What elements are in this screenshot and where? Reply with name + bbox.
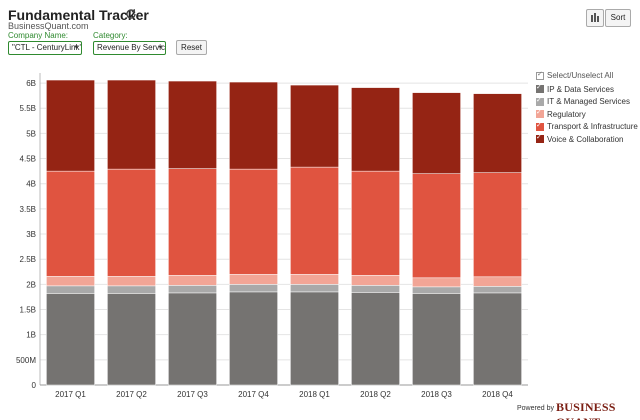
bar-segment	[107, 293, 156, 386]
y-tick-label: 5B	[26, 129, 36, 138]
checkbox-icon: ✓	[536, 84, 544, 94]
bar-segment	[168, 168, 217, 276]
bar-segment	[168, 292, 217, 386]
checkbox-icon: ✓	[536, 134, 544, 144]
x-tick-label: 2018 Q3	[421, 390, 452, 399]
bar-segment	[351, 275, 400, 286]
powered-by-text: Powered by	[517, 405, 554, 412]
y-tick-label: 4.5B	[20, 155, 36, 164]
bar-segment	[412, 277, 461, 288]
bar-segment	[168, 275, 217, 286]
bar-segment	[290, 84, 339, 168]
bar-segment	[290, 291, 339, 386]
bar-segment	[46, 276, 95, 287]
chevron-down-icon: ▾	[158, 44, 162, 51]
legend-item[interactable]: ✓ IT & Managed Services	[536, 96, 636, 109]
x-tick-label: 2017 Q1	[55, 390, 86, 399]
company-select-value: "CTL - CenturyLink"	[12, 43, 82, 52]
checkbox-icon: ✓	[536, 70, 544, 80]
select-all-label: Select/Unselect All	[547, 71, 614, 80]
bar-segment	[412, 286, 461, 294]
x-tick-label: 2018 Q4	[482, 390, 513, 399]
checkbox-icon: ✓	[536, 97, 544, 106]
bar-segment	[229, 168, 278, 275]
refresh-icon[interactable]	[124, 7, 138, 21]
bar-segment	[290, 274, 339, 285]
y-tick-label: 500M	[16, 356, 36, 365]
checkbox-icon: ✓	[536, 109, 544, 119]
x-tick-label: 2017 Q2	[116, 390, 147, 399]
y-tick-label: 4B	[26, 180, 36, 189]
chevron-down-icon: ▾	[74, 44, 78, 51]
bar-segment	[351, 292, 400, 386]
bar-segment	[473, 292, 522, 386]
bar-segment	[473, 172, 522, 278]
stacked-bar-chart: 0 500M 1B 1.5B 2B 2.5B 3B 3.5B 4B 4.5B 5B 5.5B 6B 201…	[16, 73, 528, 399]
page-title: Fundamental Tracker	[8, 7, 149, 23]
bar-segment	[168, 80, 217, 169]
bar-segment	[412, 173, 461, 279]
category-select-value: Revenue By Service	[97, 43, 166, 52]
legend-label: IP & Data Services	[547, 84, 614, 94]
bar-segment	[229, 274, 278, 285]
bar-segment	[473, 93, 522, 173]
bar-segment	[107, 79, 156, 170]
category-label: Category:	[93, 31, 128, 40]
bar-segment	[290, 284, 339, 293]
reset-button[interactable]: Reset	[176, 40, 207, 55]
company-label: Company Name:	[8, 31, 69, 40]
bar-segment	[351, 87, 400, 172]
y-tick-label: 3B	[26, 230, 36, 239]
x-tick-label: 2017 Q4	[238, 390, 269, 399]
bar-segment	[229, 81, 278, 170]
category-select[interactable]: Revenue By Service ▾	[93, 41, 166, 55]
legend-label: Transport & Infrastructure	[547, 122, 638, 132]
legend-item[interactable]: ✓ Transport & Infrastructure	[536, 121, 638, 134]
bar-segment	[168, 285, 217, 294]
bar-segment	[351, 285, 400, 293]
bar-segment	[46, 79, 95, 172]
y-tick-label: 0	[32, 381, 37, 390]
x-tick-label: 2018 Q2	[360, 390, 391, 399]
sort-button[interactable]: Sort	[605, 9, 631, 27]
legend-label: IT & Managed Services	[547, 97, 631, 107]
legend-item[interactable]: ✓ Voice & Collaboration	[536, 133, 636, 146]
bar-segment	[107, 168, 156, 277]
bar-segment	[473, 286, 522, 294]
bar-segment	[290, 166, 339, 275]
y-tick-label: 6B	[26, 79, 36, 88]
bar-segment	[473, 276, 522, 287]
bar-segment	[107, 276, 156, 287]
bar-segment	[412, 293, 461, 386]
bar-chart-icon	[591, 13, 599, 22]
bar-segment	[46, 293, 95, 386]
checkbox-icon: ✓	[536, 122, 544, 131]
y-tick-label: 2B	[26, 280, 36, 289]
y-tick-label: 1.5B	[20, 306, 36, 315]
bar-segment	[351, 170, 400, 276]
bar-segment	[229, 284, 278, 293]
x-tick-label: 2017 Q3	[177, 390, 208, 399]
bar-segment	[412, 92, 461, 174]
y-tick-label: 3.5B	[20, 205, 36, 214]
y-tick-label: 2.5B	[20, 255, 36, 264]
select-all-toggle[interactable]: ✓ Select/Unselect All	[536, 68, 636, 83]
company-select[interactable]: "CTL - CenturyLink" ▾	[8, 41, 82, 55]
bar-segment	[107, 285, 156, 294]
y-tick-label: 1B	[26, 331, 36, 340]
y-tick-label: 5.5B	[20, 104, 36, 113]
legend-label: Regulatory	[547, 109, 586, 119]
chart-type-button[interactable]	[586, 9, 604, 27]
chart-legend: ✓ Select/Unselect All ✓ IP & Data Service…	[536, 68, 638, 146]
legend-label: Voice & Collaboration	[547, 134, 624, 144]
legend-item[interactable]: ✓ Regulatory	[536, 108, 636, 121]
x-tick-label: 2018 Q1	[299, 390, 330, 399]
brand-subtitle: BusinessQuant.com	[8, 21, 89, 31]
legend-item[interactable]: ✓ IP & Data Services	[536, 83, 636, 96]
bar-segment	[46, 285, 95, 294]
bar-segment	[46, 170, 95, 277]
bar-segment	[229, 291, 278, 386]
business-quant-logo: BUSINESS QUANT	[556, 400, 616, 420]
